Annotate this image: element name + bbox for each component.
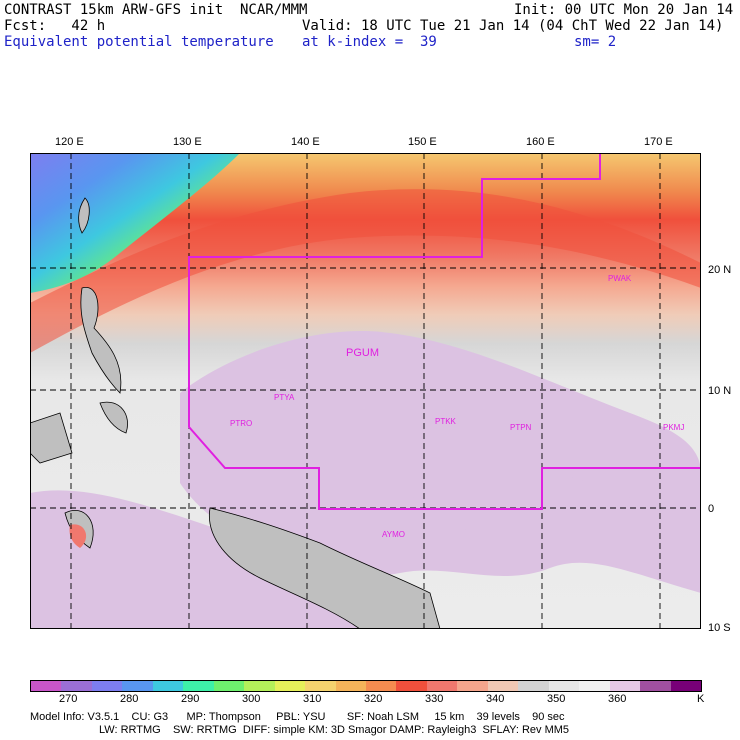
lon-label-140: 140 E <box>291 136 320 148</box>
station-ptkk: PTKK <box>435 417 457 426</box>
colorbar-unit: K <box>697 693 705 705</box>
lat-label-10n: 10 N <box>708 385 732 397</box>
colorbar-swatch <box>31 681 62 691</box>
theta-e-map: PWAK PGUM PTYA PTRO PTKK PTPN PKMJ AYMO <box>30 153 701 629</box>
colorbar-label-340: 340 <box>486 693 505 705</box>
colorbar-swatch <box>305 681 336 691</box>
colorbar-swatch <box>61 681 92 691</box>
colorbar-swatch <box>335 681 366 691</box>
station-labels: PWAK PGUM PTYA PTRO PTKK PTPN PKMJ AYMO <box>230 274 684 539</box>
lat-label-10s: 10 S <box>708 622 731 634</box>
lat-label-20n: 20 N <box>708 264 732 276</box>
forecast-hour: Fcst: 42 h <box>4 18 106 34</box>
colorbar-swatch <box>122 681 153 691</box>
station-ptro: PTRO <box>230 419 252 428</box>
colorbar-swatch <box>579 681 610 691</box>
colorbar-swatch <box>640 681 671 691</box>
colorbar-swatch <box>152 681 184 691</box>
station-ptya: PTYA <box>274 393 295 402</box>
colorbar-label-350: 350 <box>547 693 566 705</box>
colorbar-label-360: 360 <box>608 693 627 705</box>
lon-label-150: 150 E <box>408 136 437 148</box>
colorbar-swatch <box>518 681 549 691</box>
colorbar-label-270: 270 <box>59 693 78 705</box>
colorbar-swatch <box>183 681 214 691</box>
map-frame <box>30 153 701 629</box>
station-pkmj: PKMJ <box>663 423 684 432</box>
station-aymo: AYMO <box>382 530 405 539</box>
land-masses <box>30 197 441 629</box>
k-index: at k-index = 39 <box>302 34 437 50</box>
valid-time: Valid: 18 UTC Tue 21 Jan 14 (04 ChT Wed … <box>302 18 724 34</box>
colorbar-label-330: 330 <box>425 693 444 705</box>
init-time: Init: 00 UTC Mon 20 Jan 14 <box>514 2 734 18</box>
colorbar-label-320: 320 <box>364 693 383 705</box>
colorbar-swatch <box>365 681 397 691</box>
field-name: Equivalent potential temperature <box>4 34 274 50</box>
model-title: CONTRAST 15km ARW-GFS init NCAR/MMM <box>4 2 308 18</box>
lat-label-eq: 0 <box>708 503 715 515</box>
colorbar-swatch <box>274 681 306 691</box>
model-info-line2: LW: RRTMG SW: RRTMG DIFF: simple KM: 3D … <box>99 724 570 736</box>
colorbar-swatch <box>609 681 641 691</box>
high-theta-patch <box>69 524 87 548</box>
colorbar-label-280: 280 <box>120 693 139 705</box>
station-pgum: PGUM <box>346 347 379 359</box>
warm-band <box>30 189 701 353</box>
lon-label-120: 120 E <box>55 136 84 148</box>
model-info-line1: Model Info: V3.5.1 CU: G3 MP: Thompson P… <box>30 711 565 723</box>
colorbar-swatch <box>670 681 701 691</box>
colorbar-swatch <box>487 681 519 691</box>
colorbar-swatch <box>91 681 123 691</box>
colorbar-swatch <box>396 681 427 691</box>
colorbar-label-310: 310 <box>303 693 322 705</box>
region-boundary <box>188 153 701 510</box>
colorbar-swatch <box>548 681 580 691</box>
lon-label-130: 130 E <box>173 136 202 148</box>
lon-label-160: 160 E <box>526 136 555 148</box>
colorbar-swatch <box>213 681 245 691</box>
colorbar-label-300: 300 <box>242 693 261 705</box>
smoothing: sm= 2 <box>574 34 617 50</box>
colorbar <box>30 680 702 692</box>
lon-label-170: 170 E <box>644 136 673 148</box>
colorbar-swatch <box>426 681 458 691</box>
station-pwak: PWAK <box>608 274 632 283</box>
colorbar-swatch <box>457 681 488 691</box>
station-ptpn: PTPN <box>510 423 532 432</box>
colorbar-swatch <box>244 681 275 691</box>
colorbar-label-290: 290 <box>181 693 200 705</box>
cold-region <box>30 153 240 293</box>
